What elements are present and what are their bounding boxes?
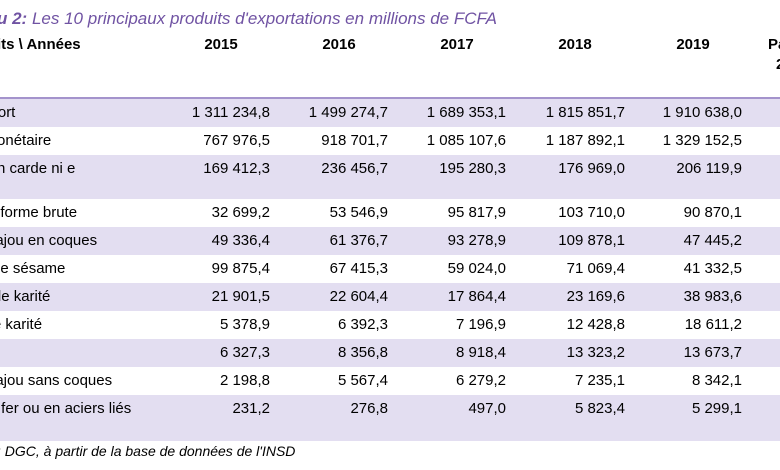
row-value-2017: 59 024,0 bbox=[447, 260, 506, 277]
row-value-2017: 6 279,2 bbox=[455, 372, 506, 389]
row-value-2019: 1 329 152,5 bbox=[662, 132, 742, 149]
row-value-2016: 276,8 bbox=[350, 400, 388, 417]
row-label: Export bbox=[0, 104, 16, 121]
row-value-2018: 103 710,0 bbox=[558, 204, 625, 221]
table-row: e de karité 5 378,9 6 392,3 7 196,9 12 4… bbox=[0, 311, 780, 339]
row-value-2017: 95 817,9 bbox=[447, 204, 506, 221]
row-value-2018: 71 069,4 bbox=[566, 260, 625, 277]
table-row: le cajou en coques 49 336,4 61 376,7 93 … bbox=[0, 227, 780, 255]
caption-prefix: u 2: bbox=[0, 9, 28, 28]
row-value-2017: 195 280,3 bbox=[439, 160, 506, 177]
table-row: le cajou sans coques 2 198,8 5 567,4 6 2… bbox=[0, 367, 780, 395]
row-value-2019: 8 342,1 bbox=[691, 372, 742, 389]
row-label: n monétaire bbox=[0, 132, 52, 149]
year-header-2015: 2015 bbox=[204, 36, 238, 53]
row-value-2015: 169 412,3 bbox=[203, 160, 270, 177]
source-note: : DGC, à partir de la base de données de… bbox=[0, 443, 296, 459]
row-label: , en fer ou en aciers liés bbox=[0, 400, 132, 417]
year-header-2017: 2017 bbox=[440, 36, 474, 53]
row-value-2015: 1 311 234,8 bbox=[191, 104, 270, 121]
row-value-2017: 1 085 107,6 bbox=[426, 132, 506, 149]
row-value-2019: 41 332,5 bbox=[683, 260, 742, 277]
table-row: es de sésame 99 875,4 67 415,3 59 024,0 … bbox=[0, 255, 780, 283]
row-label: le cajou sans coques bbox=[0, 372, 113, 389]
row-value-2018: 176 969,0 bbox=[558, 160, 625, 177]
table-row: ue 6 327,3 8 356,8 8 918,4 13 323,2 13 6… bbox=[0, 339, 780, 367]
partial-header-line2: 2 bbox=[776, 56, 780, 73]
row-value-2018: 109 878,1 bbox=[558, 232, 625, 249]
year-header-2018: 2018 bbox=[558, 36, 592, 53]
row-value-2018: 1 815 851,7 bbox=[545, 104, 625, 121]
row-value-2016: 53 546,9 bbox=[329, 204, 388, 221]
row-value-2015: 49 336,4 bbox=[211, 232, 270, 249]
row-value-2015: 99 875,4 bbox=[211, 260, 270, 277]
row-value-2017: 8 918,4 bbox=[455, 344, 506, 361]
row-value-2015: 767 976,5 bbox=[203, 132, 270, 149]
row-value-2017: 1 689 353,1 bbox=[426, 104, 506, 121]
row-value-2017: 17 864,4 bbox=[447, 288, 506, 305]
row-value-2016: 61 376,7 bbox=[329, 232, 388, 249]
year-header-2016: 2016 bbox=[322, 36, 356, 53]
row-value-2018: 23 169,6 bbox=[566, 288, 625, 305]
row-value-2016: 918 701,7 bbox=[321, 132, 388, 149]
header-divider bbox=[0, 97, 780, 99]
row-value-2017: 497,0 bbox=[468, 400, 506, 417]
row-value-2015: 6 327,3 bbox=[219, 344, 270, 361]
table-row: , en fer ou en aciers liés 231,2 276,8 4… bbox=[0, 395, 780, 441]
row-label: es de sésame bbox=[0, 260, 66, 277]
table-caption: u 2: Les 10 principaux produits d'export… bbox=[0, 9, 497, 29]
row-label: ue bbox=[0, 344, 162, 362]
row-label: ous forme brute bbox=[0, 204, 78, 221]
row-value-2015: 5 378,9 bbox=[219, 316, 270, 333]
row-value-2019: 18 611,2 bbox=[684, 316, 742, 333]
table-row: , non carde ni e 169 412,3 236 456,7 195… bbox=[0, 155, 780, 199]
row-value-2016: 6 392,3 bbox=[337, 316, 388, 333]
row-value-2019: 13 673,7 bbox=[683, 344, 742, 361]
row-value-2016: 5 567,4 bbox=[337, 372, 388, 389]
row-value-2019: 47 445,2 bbox=[683, 232, 742, 249]
row-value-2016: 22 604,4 bbox=[329, 288, 388, 305]
row-value-2015: 231,2 bbox=[232, 400, 270, 417]
table-row: de de karité 21 901,5 22 604,4 17 864,4 … bbox=[0, 283, 780, 311]
row-value-2019: 1 910 638,0 bbox=[662, 104, 742, 121]
row-value-2016: 236 456,7 bbox=[321, 160, 388, 177]
row-value-2016: 1 499 274,7 bbox=[308, 104, 388, 121]
row-value-2019: 38 983,6 bbox=[683, 288, 742, 305]
row-value-2017: 7 196,9 bbox=[455, 316, 506, 333]
table-row: Export 1 311 234,8 1 499 274,7 1 689 353… bbox=[0, 99, 780, 127]
partial-header-line1: Pa bbox=[768, 36, 780, 53]
row-value-2015: 21 901,5 bbox=[211, 288, 270, 305]
row-value-2018: 5 823,4 bbox=[574, 400, 625, 417]
caption-text: Les 10 principaux produits d'exportation… bbox=[31, 9, 497, 28]
row-value-2018: 7 235,1 bbox=[574, 372, 625, 389]
row-value-2019: 5 299,1 bbox=[691, 400, 742, 417]
row-label: le cajou en coques bbox=[0, 232, 98, 249]
row-value-2018: 1 187 892,1 bbox=[545, 132, 625, 149]
row-value-2015: 2 198,8 bbox=[219, 372, 270, 389]
row-value-2018: 12 428,8 bbox=[566, 316, 625, 333]
row-value-2018: 13 323,2 bbox=[566, 344, 625, 361]
row-value-2017: 93 278,9 bbox=[447, 232, 506, 249]
row-label: e de karité bbox=[0, 316, 43, 333]
row-value-2019: 90 870,1 bbox=[683, 204, 742, 221]
row-value-2019: 206 119,9 bbox=[676, 160, 742, 177]
row-value-2016: 8 356,8 bbox=[337, 344, 388, 361]
row-label: , non carde ni e bbox=[0, 160, 76, 177]
table-row: ous forme brute 32 699,2 53 546,9 95 817… bbox=[0, 199, 780, 227]
year-header-2019: 2019 bbox=[676, 36, 710, 53]
corner-header: its \ Années bbox=[0, 36, 81, 53]
row-label: de de karité bbox=[0, 288, 51, 305]
row-value-2015: 32 699,2 bbox=[211, 204, 270, 221]
table-row: n monétaire 767 976,5 918 701,7 1 085 10… bbox=[0, 127, 780, 155]
row-value-2016: 67 415,3 bbox=[329, 260, 388, 277]
